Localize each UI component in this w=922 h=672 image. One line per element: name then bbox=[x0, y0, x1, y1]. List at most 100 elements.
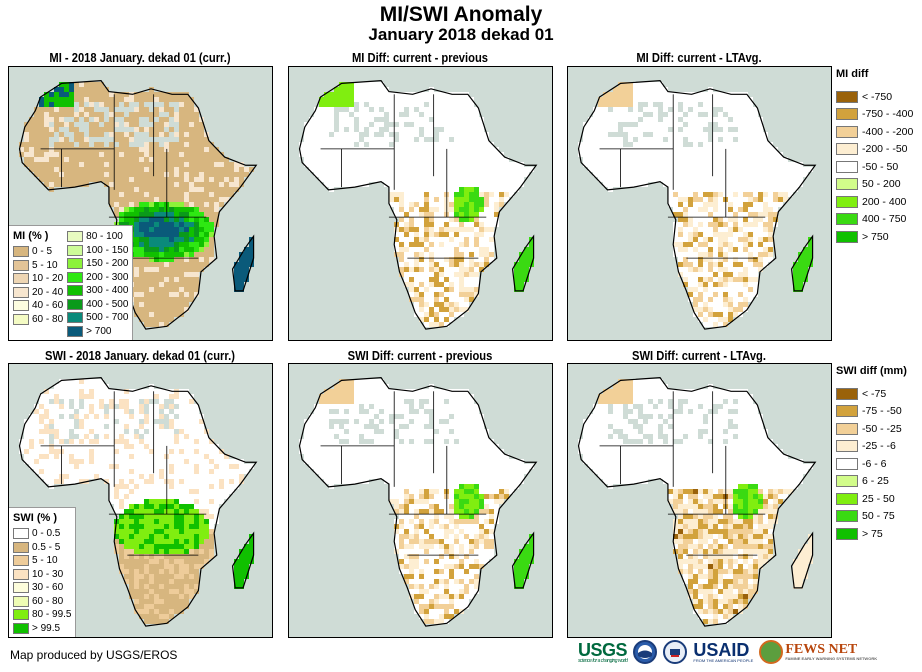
legend-swatch bbox=[836, 90, 858, 103]
africa-outline bbox=[18, 377, 258, 627]
legend-label: -6 - 6 bbox=[862, 457, 887, 470]
legend-swatch bbox=[836, 527, 858, 540]
africa-outline bbox=[18, 80, 258, 330]
legend-swatch bbox=[13, 595, 29, 607]
africa-map bbox=[18, 377, 258, 627]
legend-swatch bbox=[67, 231, 84, 243]
legend-label: 5 - 10 bbox=[32, 555, 58, 567]
legend-item: 300 - 400 bbox=[67, 284, 128, 298]
usgs-logo: USGS science for a changing world bbox=[578, 641, 628, 664]
panel-title-mi-current: MI - 2018 January. dekad 01 (curr.) bbox=[49, 50, 231, 65]
map-panel-swi-current: SWI (% ) 0 - 0.5 0.5 - 5 5 - 10 10 - 30 30 - … bbox=[8, 363, 273, 638]
legend-swatch bbox=[67, 312, 84, 324]
legend-label: 5 - 10 bbox=[32, 259, 58, 271]
legend-item: 6 - 25 bbox=[836, 473, 907, 491]
legend-swatch bbox=[836, 230, 858, 243]
legend-label: 10 - 20 bbox=[32, 273, 64, 285]
legend-swatch bbox=[13, 555, 29, 567]
legend-label: 20 - 40 bbox=[32, 286, 64, 298]
legend-swatch bbox=[13, 313, 29, 325]
legend-item: < -750 bbox=[836, 88, 913, 106]
legend-swatch bbox=[13, 609, 29, 621]
legend-label: 6 - 25 bbox=[862, 475, 889, 488]
legend-swatch bbox=[67, 285, 84, 297]
usaid-tagline: FROM THE AMERICAN PEOPLE bbox=[693, 658, 754, 663]
legend-item: 60 - 80 bbox=[13, 595, 71, 609]
legend-swatch bbox=[67, 258, 84, 270]
legend-label: < -750 bbox=[862, 90, 893, 103]
legend-item: 20 - 40 bbox=[13, 286, 63, 300]
legend-swatch bbox=[836, 475, 858, 488]
legend-item: > 750 bbox=[836, 228, 913, 246]
legend-item: 500 - 700 bbox=[67, 311, 128, 325]
legend-swi-current: SWI (% ) 0 - 0.5 0.5 - 5 5 - 10 10 - 30 30 - … bbox=[9, 507, 77, 637]
africa-map bbox=[577, 377, 817, 627]
panel-title-swi-diff-ltavg: SWI Diff: current - LTAvg. bbox=[632, 348, 766, 363]
legend-item: > 99.5 bbox=[13, 622, 71, 636]
legend-item: -25 - -6 bbox=[836, 438, 907, 456]
legend-swatch bbox=[836, 387, 858, 400]
africa-map bbox=[298, 377, 538, 627]
legend-label: 500 - 700 bbox=[86, 312, 129, 324]
legend-label: -50 - 50 bbox=[862, 160, 899, 173]
legend-label: -50 - -25 bbox=[862, 422, 902, 435]
usaid-logo-text: USAID bbox=[693, 640, 750, 660]
legend-title: SWI (% ) bbox=[13, 512, 57, 524]
main-title: MI/SWI Anomaly bbox=[379, 3, 543, 26]
legend-swatch bbox=[836, 422, 858, 435]
legend-swatch bbox=[836, 178, 858, 191]
africa-map bbox=[298, 80, 538, 330]
legend-label: 150 - 200 bbox=[86, 258, 129, 270]
logo-strip: USGS science for a changing world USAID … bbox=[578, 640, 877, 664]
legend-swatch bbox=[836, 510, 858, 523]
legend-item: 0 - 5 bbox=[13, 245, 63, 259]
legend-item: 200 - 400 bbox=[836, 193, 913, 211]
madagascar-outline bbox=[231, 234, 255, 292]
legend-swatch bbox=[13, 300, 29, 312]
legend-label: 300 - 400 bbox=[86, 285, 129, 297]
madagascar-outline bbox=[790, 234, 814, 292]
africa-outline bbox=[298, 377, 538, 627]
fews-logo-text: FEWS NET bbox=[785, 642, 858, 657]
legend-swatch bbox=[67, 325, 84, 337]
legend-item: -75 - -50 bbox=[836, 403, 907, 421]
legend-item: 100 - 150 bbox=[67, 244, 128, 258]
legend-item: 80 - 100 bbox=[67, 230, 128, 244]
legend-label: 400 - 750 bbox=[862, 213, 907, 226]
legend-label: 200 - 400 bbox=[862, 195, 907, 208]
legend-item: 5 - 10 bbox=[13, 554, 71, 568]
legend-label: 400 - 500 bbox=[86, 298, 129, 310]
legend-swatch bbox=[13, 582, 29, 594]
legend-label: < -75 bbox=[862, 387, 887, 400]
legend-swatch bbox=[67, 244, 84, 256]
legend-title: MI diff bbox=[836, 68, 869, 80]
footer-credit: Map produced by USGS/EROS bbox=[10, 648, 178, 662]
legend-swatch bbox=[13, 568, 29, 580]
legend-item: 10 - 20 bbox=[13, 272, 63, 286]
africa-outline bbox=[577, 80, 817, 330]
legend-swatch bbox=[13, 273, 29, 285]
legend-label: 0 - 0.5 bbox=[32, 528, 61, 540]
legend-item: -50 - 50 bbox=[836, 158, 913, 176]
legend-label: -75 - -50 bbox=[862, 405, 902, 418]
legend-swatch bbox=[13, 541, 29, 553]
map-panel-swi-diff-ltavg bbox=[567, 363, 832, 638]
legend-label: > 700 bbox=[86, 325, 112, 337]
legend-item: 40 - 60 bbox=[13, 299, 63, 313]
legend-label: -400 - -200 bbox=[862, 125, 914, 138]
legend-swatch bbox=[836, 125, 858, 138]
legend-item: -200 - -50 bbox=[836, 141, 913, 159]
legend-item: 50 - 75 bbox=[836, 508, 907, 526]
legend-item: 5 - 10 bbox=[13, 259, 63, 273]
panel-title-swi-current: SWI - 2018 January. dekad 01 (curr.) bbox=[45, 348, 235, 363]
panel-title-mi-diff-previous: MI Diff: current - previous bbox=[351, 50, 489, 65]
legend-swatch bbox=[836, 213, 858, 226]
legend-swatch bbox=[836, 143, 858, 156]
panel-title-mi-diff-ltavg: MI Diff: current - LTAvg. bbox=[636, 50, 762, 65]
usgs-tagline: science for a changing world bbox=[578, 657, 628, 664]
map-panel-swi-diff-previous bbox=[288, 363, 553, 638]
africa-map bbox=[577, 80, 817, 330]
legend-item: 400 - 500 bbox=[67, 298, 128, 312]
